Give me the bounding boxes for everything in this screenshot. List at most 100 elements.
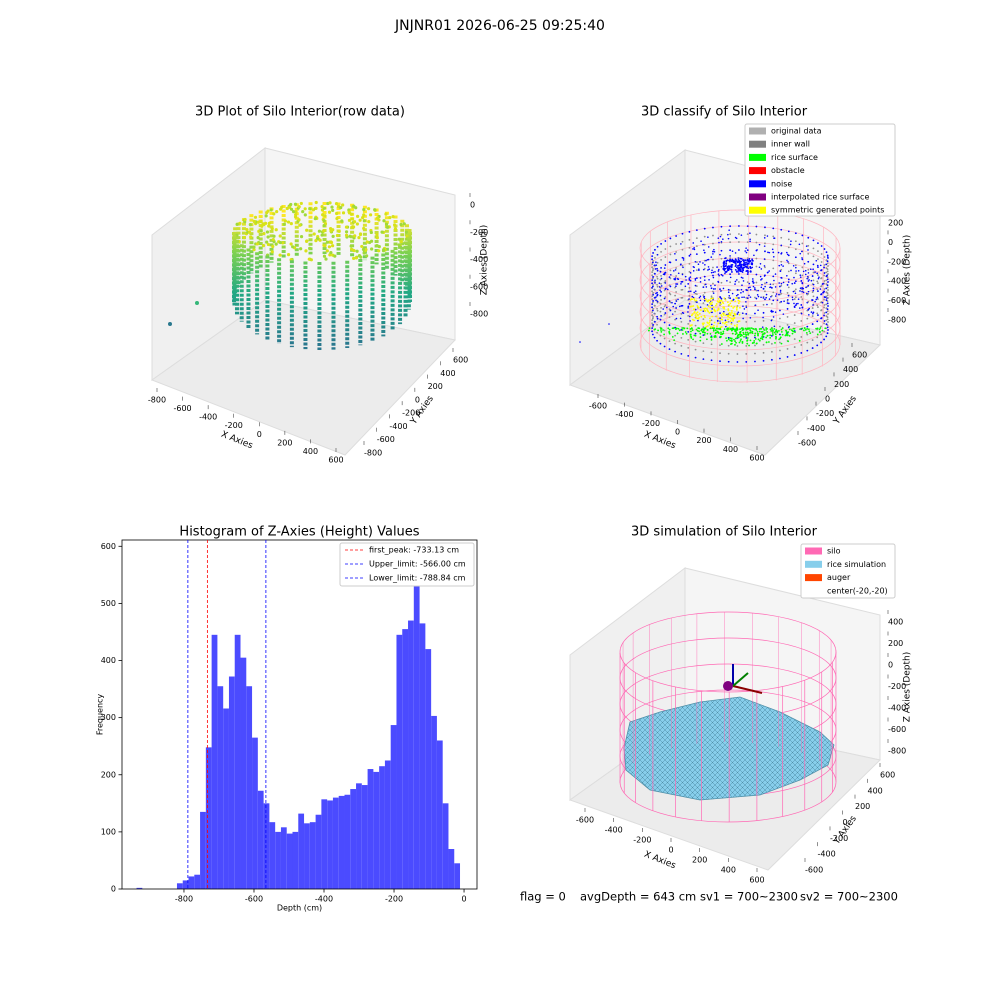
point: [807, 300, 810, 303]
point: [706, 328, 709, 331]
point: [733, 338, 735, 341]
point: [291, 210, 296, 214]
hist-bar: [419, 623, 426, 889]
legend-label: first_peak: -733.13 cm: [369, 546, 459, 555]
point: [666, 306, 668, 309]
point: [811, 315, 814, 317]
legend-label: symmetric generated points: [771, 206, 884, 215]
point: [727, 233, 729, 236]
hist-bar: [431, 715, 437, 889]
point: [800, 280, 803, 282]
point: [668, 284, 671, 287]
point: [801, 257, 803, 259]
point: [695, 269, 698, 272]
point: [720, 249, 723, 252]
point: [730, 265, 732, 268]
point: [745, 306, 748, 309]
point: [794, 232, 797, 235]
point: [680, 320, 683, 323]
point: [676, 283, 679, 285]
point: [736, 279, 738, 281]
y-tick-label: 500: [101, 599, 116, 608]
point: [769, 283, 772, 286]
point: [793, 305, 796, 308]
point: [737, 264, 739, 267]
point: [688, 277, 691, 279]
point: [729, 337, 732, 340]
point: [750, 327, 753, 330]
point: [702, 323, 705, 326]
point: [255, 242, 259, 246]
point: [702, 318, 705, 320]
point: [806, 333, 809, 336]
point: [656, 317, 659, 320]
point: [792, 265, 795, 267]
point: [816, 264, 819, 267]
point: [820, 293, 823, 295]
point: [358, 218, 362, 222]
point: [787, 238, 790, 241]
point: [704, 298, 707, 301]
point: [731, 271, 733, 273]
point: [727, 308, 730, 310]
point: [746, 225, 749, 228]
point: [656, 245, 659, 248]
point: [703, 235, 706, 238]
point: [727, 309, 730, 312]
point: [382, 219, 386, 223]
point: [738, 341, 741, 344]
point: [702, 350, 705, 352]
point: [794, 280, 797, 283]
point: [751, 262, 753, 265]
hist-bar: [240, 657, 247, 889]
point: [787, 331, 790, 333]
z-tick-label: 200: [888, 219, 903, 228]
point: [793, 290, 796, 292]
point: [667, 327, 670, 330]
point: [674, 350, 677, 353]
point: [652, 324, 655, 326]
point: [660, 277, 663, 280]
point: [669, 245, 672, 248]
point: [818, 276, 820, 279]
point: [248, 223, 252, 227]
point: [709, 319, 711, 322]
point: [664, 272, 666, 274]
point: [651, 327, 654, 330]
legend-label: obstacle: [771, 166, 805, 175]
x-tick-label: 0: [675, 428, 680, 437]
point: [737, 299, 740, 302]
point: [787, 278, 790, 281]
point: [687, 330, 690, 333]
point: [744, 327, 747, 330]
point: [668, 308, 671, 311]
point: [708, 321, 711, 324]
point: [664, 282, 667, 284]
point: [786, 251, 788, 254]
point: [825, 263, 828, 266]
point: [740, 257, 743, 260]
point: [816, 327, 819, 330]
legend-label: inner wall: [771, 140, 810, 149]
point: [654, 279, 656, 282]
hist-bar: [367, 769, 374, 889]
point: [770, 309, 773, 312]
point: [663, 267, 666, 269]
point: [663, 305, 666, 308]
point: [660, 327, 663, 330]
point: [664, 296, 667, 298]
point: [275, 210, 279, 214]
point: [805, 331, 808, 334]
point: [656, 294, 658, 297]
point: [712, 329, 715, 331]
point: [720, 318, 723, 320]
z-tick-label: 0: [888, 661, 893, 670]
point: [369, 239, 374, 243]
point: [739, 270, 742, 273]
point: [825, 291, 828, 294]
axes-title: 3D Plot of Silo Interior(row data): [195, 105, 405, 120]
point: [656, 285, 659, 288]
hist-bar: [263, 803, 270, 889]
point: [691, 305, 693, 308]
point: [743, 296, 745, 299]
